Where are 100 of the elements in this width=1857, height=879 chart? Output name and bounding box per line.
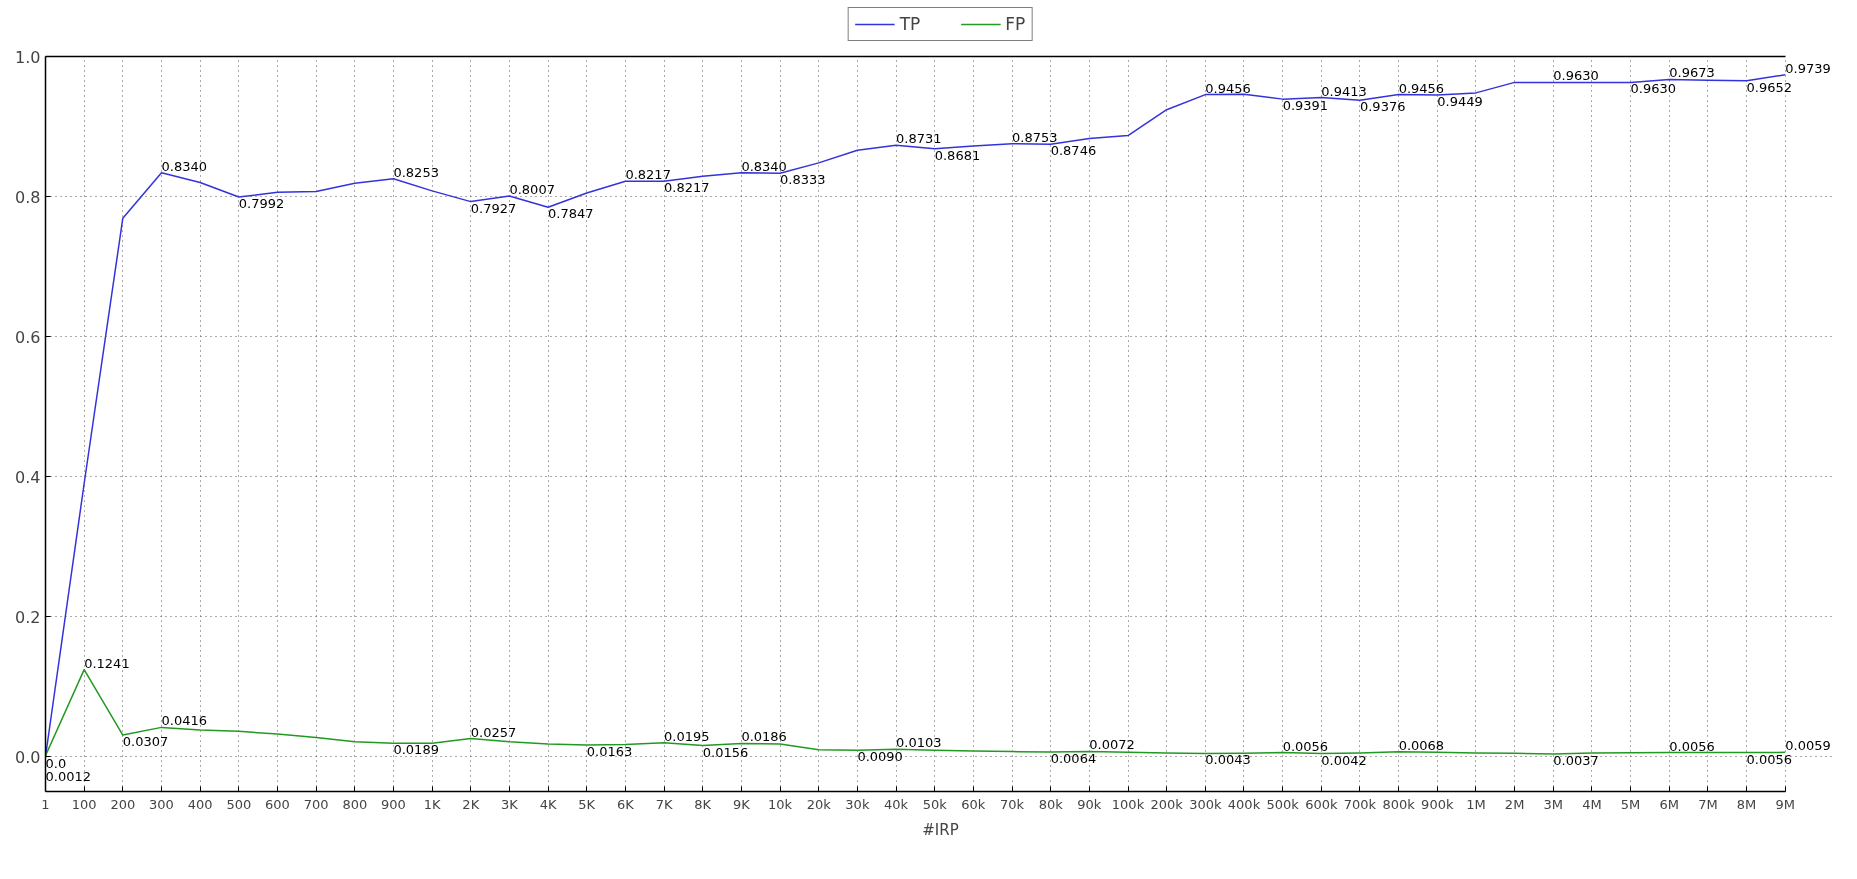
x-tick-label: 6K xyxy=(617,796,635,812)
x-tick-label: 20k xyxy=(806,796,832,812)
x-tick-label: 5M xyxy=(1620,796,1641,812)
x-tick-label: 300k xyxy=(1189,796,1222,812)
x-tick-label: 30k xyxy=(845,796,870,812)
x-tick-label: 90k xyxy=(1077,796,1102,812)
x-tick-label: 800 xyxy=(342,796,368,812)
y-tick-label: 0.8 xyxy=(15,187,41,207)
x-tick-label: 4K xyxy=(539,796,557,812)
x-tick-label: 50k xyxy=(922,796,948,812)
data-label: 0.0307 xyxy=(122,734,169,750)
data-label: 0.0257 xyxy=(470,724,517,740)
x-tick-label: 600k xyxy=(1305,796,1338,812)
x-tick-label: 1 xyxy=(41,796,50,812)
x-tick-label: 300 xyxy=(149,796,174,812)
data-label: 0.0072 xyxy=(1089,737,1135,753)
y-tick-label: 0.6 xyxy=(15,327,41,347)
data-label: 0.8746 xyxy=(1050,143,1097,159)
data-label: 0.9673 xyxy=(1669,65,1715,81)
x-tick-label: 500 xyxy=(226,796,252,812)
data-label: 0.0156 xyxy=(702,744,749,760)
data-label: 0.7992 xyxy=(238,196,285,212)
data-label: 0.0042 xyxy=(1321,752,1367,768)
data-label: 0.1241 xyxy=(84,655,130,671)
y-tick-label: 0.0 xyxy=(15,747,41,767)
data-label: 0.0043 xyxy=(1205,752,1251,768)
data-label: 0.0068 xyxy=(1398,737,1445,753)
x-tick-label: 800k xyxy=(1382,796,1416,812)
x-tick-label: 100k xyxy=(1111,796,1145,812)
x-tick-label: 5K xyxy=(578,796,596,812)
data-label: 0.8753 xyxy=(1012,129,1058,145)
data-label: 0.0090 xyxy=(857,749,903,765)
data-label: 0.0103 xyxy=(896,735,942,751)
data-label: 0.0059 xyxy=(1785,738,1831,754)
x-tick-label: 40k xyxy=(884,796,909,812)
x-tick-label: 100 xyxy=(71,796,97,812)
x-tick-label: 200 xyxy=(110,796,136,812)
x-tick-label: 70k xyxy=(999,796,1025,812)
data-label: 0.9630 xyxy=(1630,81,1677,97)
x-tick-label: 500k xyxy=(1266,796,1300,812)
data-label: 0.9449 xyxy=(1437,94,1483,110)
x-tick-label: 1K xyxy=(423,796,441,812)
data-label: 0.0163 xyxy=(586,744,633,760)
data-label: 0.9413 xyxy=(1321,83,1367,99)
x-tick-label: 8M xyxy=(1736,796,1757,812)
x-tick-label: 9K xyxy=(733,796,751,812)
y-tick-label: 0.2 xyxy=(15,607,41,627)
x-tick-label: 6M xyxy=(1659,796,1680,812)
x-tick-label: 10k xyxy=(768,796,793,812)
data-label: 0.0064 xyxy=(1050,751,1097,767)
data-label: 0.0056 xyxy=(1669,738,1715,754)
data-label: 0.9376 xyxy=(1359,99,1406,115)
data-label: 0.8340 xyxy=(161,158,207,174)
data-label: 0.9456 xyxy=(1398,80,1445,96)
data-label: 0.0416 xyxy=(161,713,207,729)
data-label: 0.9630 xyxy=(1553,68,1599,84)
data-label: 0.8333 xyxy=(780,172,826,188)
data-label: 0.8217 xyxy=(625,167,671,183)
x-tick-label: 9M xyxy=(1775,796,1795,812)
data-label: 0.0056 xyxy=(1746,751,1793,767)
data-label: 0.0186 xyxy=(741,729,787,745)
x-tick-label: 80k xyxy=(1038,796,1064,812)
x-tick-label: 400 xyxy=(187,796,213,812)
legend-label: TP xyxy=(899,14,921,34)
data-label: 0.8007 xyxy=(509,182,555,198)
x-tick-label: 900k xyxy=(1421,796,1454,812)
x-tick-label: 1M xyxy=(1466,796,1486,812)
y-tick-label: 1.0 xyxy=(15,47,41,67)
data-label: 0.7847 xyxy=(548,206,594,222)
x-tick-label: 2K xyxy=(462,796,480,812)
data-label: 0.7927 xyxy=(470,200,517,216)
x-tick-label: 2M xyxy=(1504,796,1525,812)
data-label: 0.0189 xyxy=(393,742,439,758)
x-tick-label: 900 xyxy=(381,796,406,812)
data-label: 0.8340 xyxy=(741,158,787,174)
data-label: 0.8217 xyxy=(664,180,710,196)
data-label: 0.9739 xyxy=(1785,60,1831,76)
legend-label: FP xyxy=(1005,14,1026,34)
x-tick-label: 7M xyxy=(1698,796,1718,812)
x-tick-label: 400k xyxy=(1227,796,1261,812)
data-label: 0.8731 xyxy=(896,131,942,147)
data-label: 0.9456 xyxy=(1205,80,1251,96)
x-axis-title: #IRP xyxy=(922,820,959,839)
data-label: 0.9391 xyxy=(1282,98,1329,114)
x-tick-label: 600 xyxy=(265,796,290,812)
data-label: 0.0037 xyxy=(1553,752,1599,768)
data-label: 0.0056 xyxy=(1282,738,1329,754)
x-tick-label: 4M xyxy=(1582,796,1602,812)
x-tick-label: 700k xyxy=(1343,796,1377,812)
x-tick-label: 8K xyxy=(694,796,712,812)
x-tick-label: 200k xyxy=(1150,796,1184,812)
data-label: 0.0 xyxy=(45,755,67,771)
y-tick-label: 0.4 xyxy=(15,467,41,487)
x-tick-label: 3M xyxy=(1543,796,1564,812)
data-label: 0.9652 xyxy=(1746,79,1793,95)
x-tick-label: 3K xyxy=(501,796,519,812)
data-label: 0.8253 xyxy=(393,164,439,180)
data-label: 0.8681 xyxy=(934,147,981,163)
data-label: 0.0012 xyxy=(45,768,91,784)
x-tick-label: 700 xyxy=(303,796,329,812)
